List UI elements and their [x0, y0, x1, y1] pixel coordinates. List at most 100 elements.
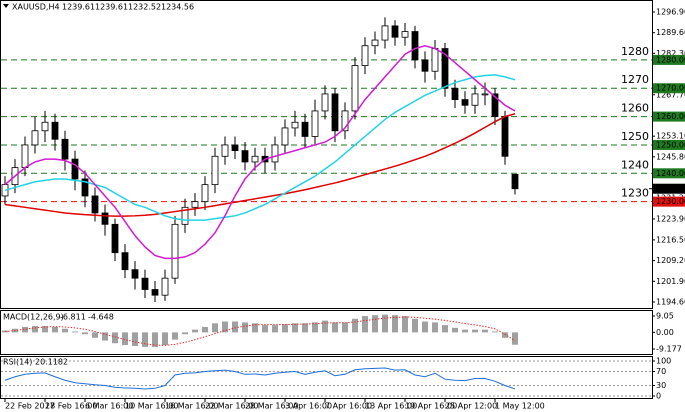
candle-body — [341, 110, 349, 132]
candle-body — [391, 25, 399, 38]
x-tick-label: 13 Apr 16:00 — [365, 402, 417, 411]
y-tick-label: 0.00 — [656, 328, 674, 337]
macd-bar — [212, 323, 218, 333]
candle-body — [371, 39, 379, 47]
macd-bar — [182, 332, 188, 335]
level-box-label: 1260.00 — [656, 112, 685, 121]
macd-bar — [432, 322, 438, 333]
x-tick-label: 28 Feb 16:00 — [45, 402, 97, 411]
x-tick-label: 22 Mar 16:00 — [205, 402, 258, 411]
macd-value: -6.811 — [60, 313, 86, 322]
macd-bar — [102, 332, 108, 341]
moving-average — [4, 44, 516, 260]
candle-body — [501, 116, 509, 157]
level-label: 1260 — [621, 102, 649, 115]
moving-average — [4, 113, 516, 217]
level-label: 1230 — [621, 187, 649, 200]
candle-body — [421, 59, 429, 72]
candle-body — [51, 121, 59, 140]
rsi-title: RSI(14) — [3, 358, 32, 367]
x-tick-label: 22 Feb 2017 — [5, 402, 55, 411]
candle-body — [211, 155, 219, 186]
level-box-label: 1250.00 — [656, 140, 685, 149]
macd-bar — [32, 326, 38, 333]
candle-body — [61, 138, 69, 160]
macd-bar — [452, 327, 458, 333]
candle-body — [271, 144, 279, 163]
ohlc-close: 1234.56 — [161, 3, 194, 12]
macd-bar — [112, 332, 118, 344]
x-tick-label: 16 Mar 16:00 — [165, 402, 218, 411]
y-tick-label: 1216.50 — [656, 235, 685, 244]
macd-bar — [232, 321, 238, 333]
candle-body — [41, 121, 49, 132]
candle-body — [301, 121, 309, 137]
candle-body — [181, 206, 189, 225]
y-tick-label: 0 — [656, 392, 661, 401]
macd-bar — [262, 325, 268, 333]
macd-bar — [72, 331, 78, 333]
candle-body — [171, 223, 179, 279]
macd-bar — [442, 325, 448, 333]
candle-body — [191, 201, 199, 208]
candle-body — [231, 144, 239, 152]
candle-body — [361, 45, 369, 66]
y-tick-label: 1223.90 — [656, 214, 685, 223]
candle-body — [21, 144, 29, 169]
macd-bar — [92, 332, 98, 338]
candle-body — [101, 212, 109, 225]
level-box-label: 1280.00 — [656, 55, 685, 64]
level-box-label: 1270.00 — [656, 84, 685, 93]
candle-body — [131, 269, 139, 279]
level-box — [653, 83, 685, 94]
candle-body — [411, 31, 419, 61]
level-label: 1240 — [621, 158, 649, 171]
x-tick-label: 10 Mar 16:00 — [125, 402, 178, 411]
macd-bar — [462, 329, 468, 333]
macd-bar — [62, 328, 68, 333]
y-tick-label: 70 — [656, 367, 666, 376]
macd-bar — [372, 315, 378, 333]
macd-bar — [172, 332, 178, 340]
macd-bar — [342, 322, 348, 333]
ohlc-high: 1239.61 — [95, 3, 128, 12]
macd-bar — [322, 320, 328, 333]
macd-bar — [292, 323, 298, 333]
candle-body — [221, 144, 229, 157]
macd-bar — [472, 329, 478, 333]
macd-bar — [252, 323, 258, 333]
x-tick-label: 1 May 12:00 — [495, 402, 545, 411]
level-box — [653, 168, 685, 179]
candle-body — [481, 93, 489, 96]
candle-body — [81, 178, 89, 197]
price-panel — [0, 0, 653, 309]
ohlc-open: 1239.61 — [62, 3, 95, 12]
y-tick-label: 9.05 — [656, 311, 674, 320]
menu-arrow — [3, 4, 9, 8]
candle-body — [331, 93, 339, 132]
macd-signal-value: -4.648 — [88, 313, 114, 322]
macd-bar — [332, 322, 338, 333]
y-tick-label: 1245.80 — [656, 152, 685, 161]
macd-bar — [222, 321, 228, 333]
level-box — [653, 139, 685, 150]
candle-body — [491, 93, 499, 117]
chart-title: XAUUSD,H4 — [12, 3, 60, 12]
candle-body — [351, 65, 359, 112]
macd-bar — [122, 332, 128, 346]
macd-bar — [22, 326, 28, 333]
level-box — [653, 196, 685, 207]
x-tick-label: 6 Mar 16:00 — [85, 402, 133, 411]
y-tick-label: 1289.60 — [656, 28, 685, 37]
candle-body — [111, 223, 119, 254]
macd-bar — [302, 323, 308, 333]
candle-body — [311, 110, 319, 137]
candle-body — [151, 289, 159, 296]
macd-bar — [502, 332, 508, 338]
candle-body — [461, 99, 469, 106]
macd-bar — [392, 315, 398, 333]
macd-bar — [402, 316, 408, 333]
macd-bar — [362, 316, 368, 333]
macd-bar — [312, 322, 318, 333]
macd-bar — [82, 332, 88, 335]
